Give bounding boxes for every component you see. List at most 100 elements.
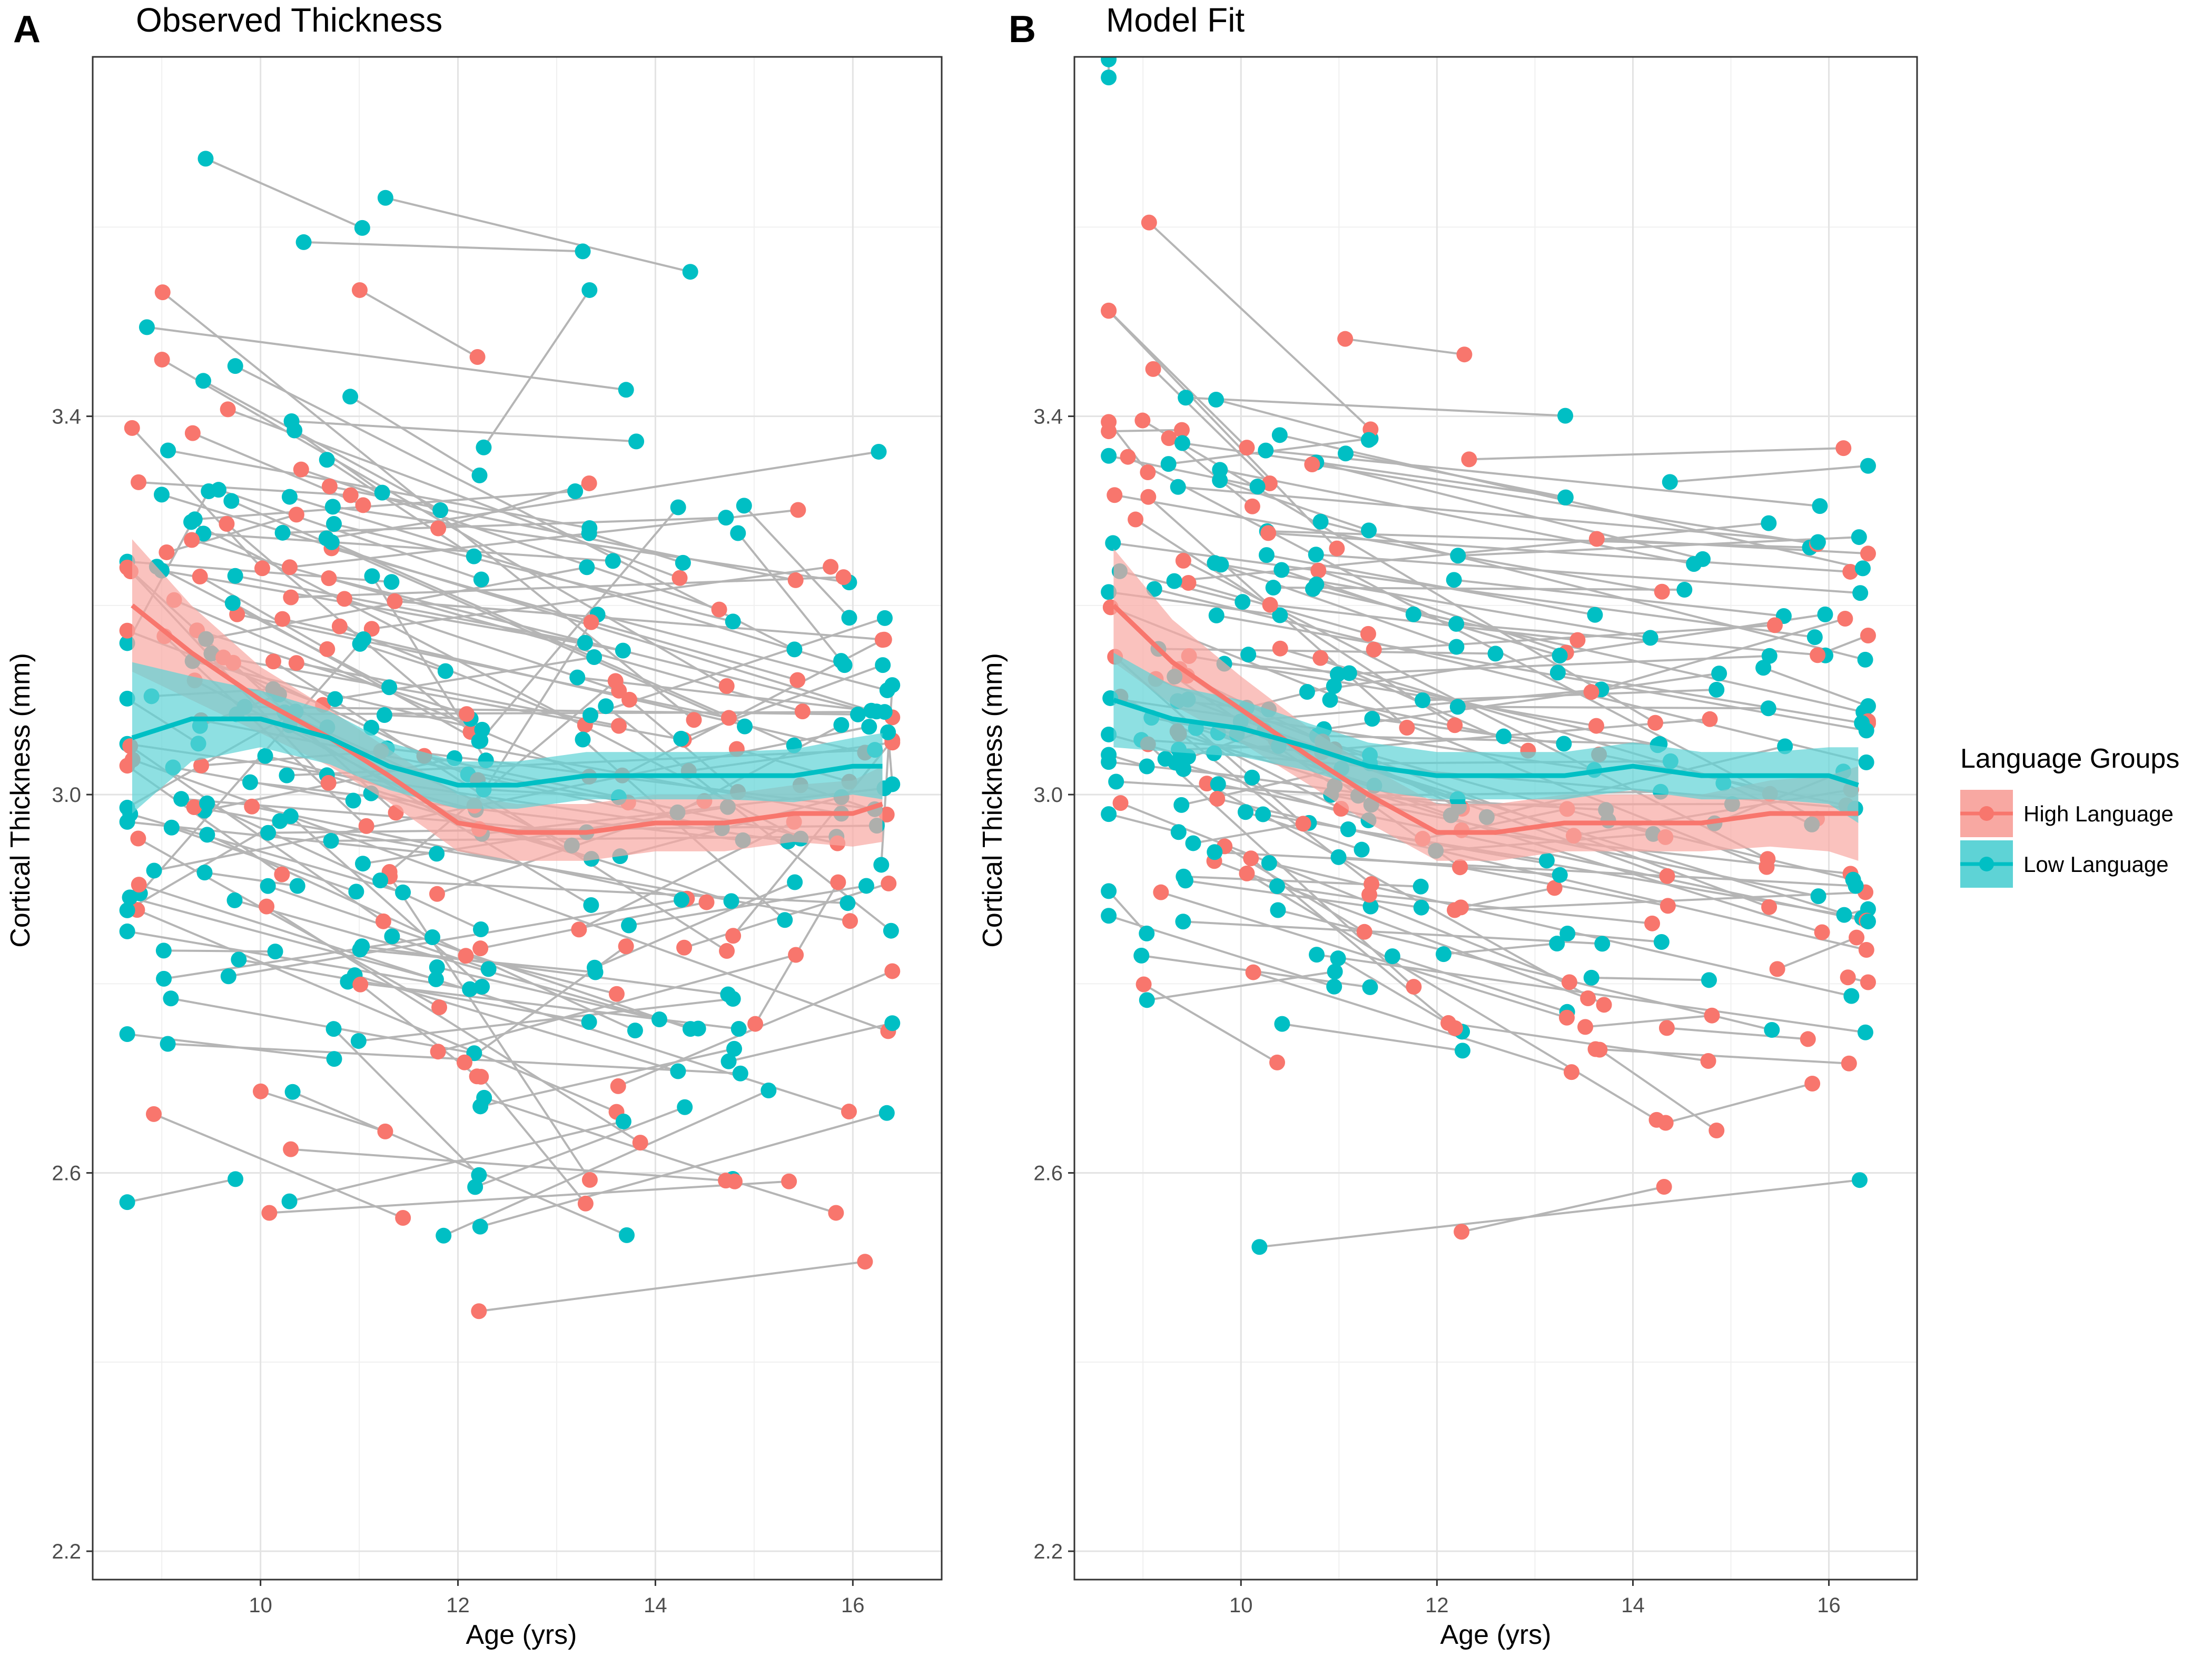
subject-line (1186, 396, 1566, 417)
point-low-language (119, 1194, 135, 1210)
point-high-language (1810, 647, 1826, 663)
point-low-language (575, 731, 591, 748)
point-low-language (1240, 647, 1257, 663)
point-low-language (1330, 950, 1346, 967)
point-low-language (1583, 969, 1599, 986)
point-high-language (618, 938, 634, 955)
point-low-language (619, 1227, 635, 1243)
legend-dot-low-language (1979, 857, 1994, 871)
subject-line (326, 450, 879, 540)
panel-b-xlabel: Age (yrs) (1440, 1620, 1552, 1650)
subject-line (334, 656, 595, 700)
point-high-language (1272, 640, 1288, 657)
point-high-language (621, 691, 638, 708)
point-low-language (199, 827, 215, 843)
point-low-language (139, 319, 155, 335)
subject-line (333, 523, 734, 623)
subject-line (1224, 662, 1349, 674)
subject-line (137, 837, 440, 1008)
point-low-language (183, 514, 200, 530)
point-low-language (736, 498, 752, 514)
point-high-language (355, 497, 371, 513)
subject-line (1557, 671, 1862, 725)
point-low-language (1270, 902, 1286, 918)
point-low-language (471, 733, 487, 749)
point-low-language (319, 452, 335, 468)
point-low-language (195, 373, 212, 389)
point-high-language (145, 1106, 162, 1122)
point-low-language (471, 467, 488, 483)
subject-line (597, 613, 888, 691)
mean-line-high-language (1112, 603, 1859, 835)
point-low-language (873, 857, 890, 873)
subject-line (385, 196, 691, 273)
point-low-language (726, 1040, 743, 1057)
point-high-language (252, 1083, 269, 1099)
point-high-language (1766, 617, 1783, 633)
subject-line (194, 490, 576, 521)
point-low-language (1760, 700, 1776, 717)
legend-label-low-language: Low Language (2023, 852, 2169, 877)
subject-line (139, 638, 364, 895)
subject-line (1317, 735, 1660, 745)
point-low-language (437, 663, 453, 679)
subject-line (204, 871, 298, 887)
point-low-language (119, 923, 135, 939)
point-high-language (219, 515, 235, 532)
subject-line (1108, 813, 1179, 834)
subject-line (371, 565, 831, 630)
subject-line (290, 1148, 726, 1182)
point-low-language (1146, 581, 1162, 597)
point-low-language (1258, 442, 1274, 459)
subject-line (479, 1261, 865, 1313)
subject-line (326, 459, 475, 558)
point-high-language (1245, 964, 1261, 980)
panel-a-xlabel: Age (yrs) (466, 1620, 577, 1650)
point-high-language (1860, 627, 1876, 643)
point-low-language (1857, 651, 1873, 668)
legend: Language Groups High Language Low Langua… (1960, 743, 2179, 888)
point-high-language (458, 948, 474, 964)
subject-line (203, 532, 613, 562)
point-low-language (1244, 769, 1260, 786)
subject-line (1422, 688, 1717, 702)
point-high-language (124, 420, 140, 436)
subject-line (1392, 955, 1568, 1013)
point-low-language (119, 799, 135, 816)
subject-line (1152, 368, 1271, 484)
subject-line (438, 954, 796, 1053)
point-low-language (1174, 435, 1190, 451)
point-low-language (1176, 868, 1192, 885)
point-high-language (186, 799, 202, 815)
point-low-language (1415, 692, 1431, 709)
point-high-language (841, 1104, 857, 1120)
point-low-language (364, 568, 380, 584)
subject-line (380, 879, 848, 905)
point-high-language (1654, 583, 1670, 600)
point-high-language (611, 718, 627, 734)
point-high-language (131, 877, 147, 893)
subject-line (1345, 338, 1465, 356)
point-low-language (1308, 576, 1325, 592)
point-high-language (1656, 1178, 1672, 1195)
subject-line (443, 1089, 769, 1237)
subject-line (291, 420, 637, 443)
point-high-language (718, 678, 735, 694)
point-high-language (719, 943, 735, 959)
point-low-language (833, 717, 850, 733)
point-high-language (1835, 440, 1852, 457)
subject-line (1776, 936, 1857, 970)
point-high-language (1239, 865, 1255, 881)
point-high-language (1659, 868, 1675, 884)
subject-line (136, 909, 617, 1113)
point-low-language (1207, 555, 1223, 571)
y-tick-label: 2.2 (52, 1540, 81, 1563)
point-low-language (323, 534, 340, 550)
y-tick-label: 2.6 (1033, 1162, 1063, 1185)
subject-line (1369, 894, 1653, 925)
point-low-language (1341, 665, 1357, 681)
subject-line (1221, 563, 1651, 639)
point-high-language (283, 1141, 299, 1157)
point-low-language (1384, 948, 1400, 965)
point-low-language (1265, 580, 1281, 596)
